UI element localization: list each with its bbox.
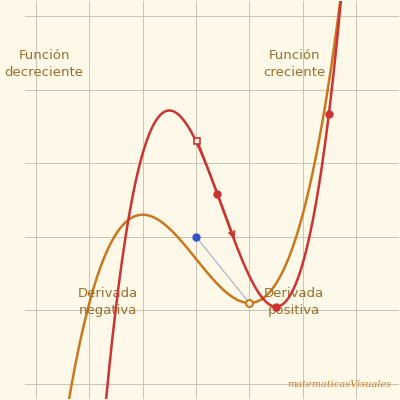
Text: Función
decreciente: Función decreciente xyxy=(4,49,84,78)
Text: Función
creciente: Función creciente xyxy=(263,49,325,78)
Text: matematicasVisuales: matematicasVisuales xyxy=(287,380,391,389)
Text: Derivada
negativa: Derivada negativa xyxy=(77,287,138,317)
Text: Derivada
positiva: Derivada positiva xyxy=(264,287,324,317)
